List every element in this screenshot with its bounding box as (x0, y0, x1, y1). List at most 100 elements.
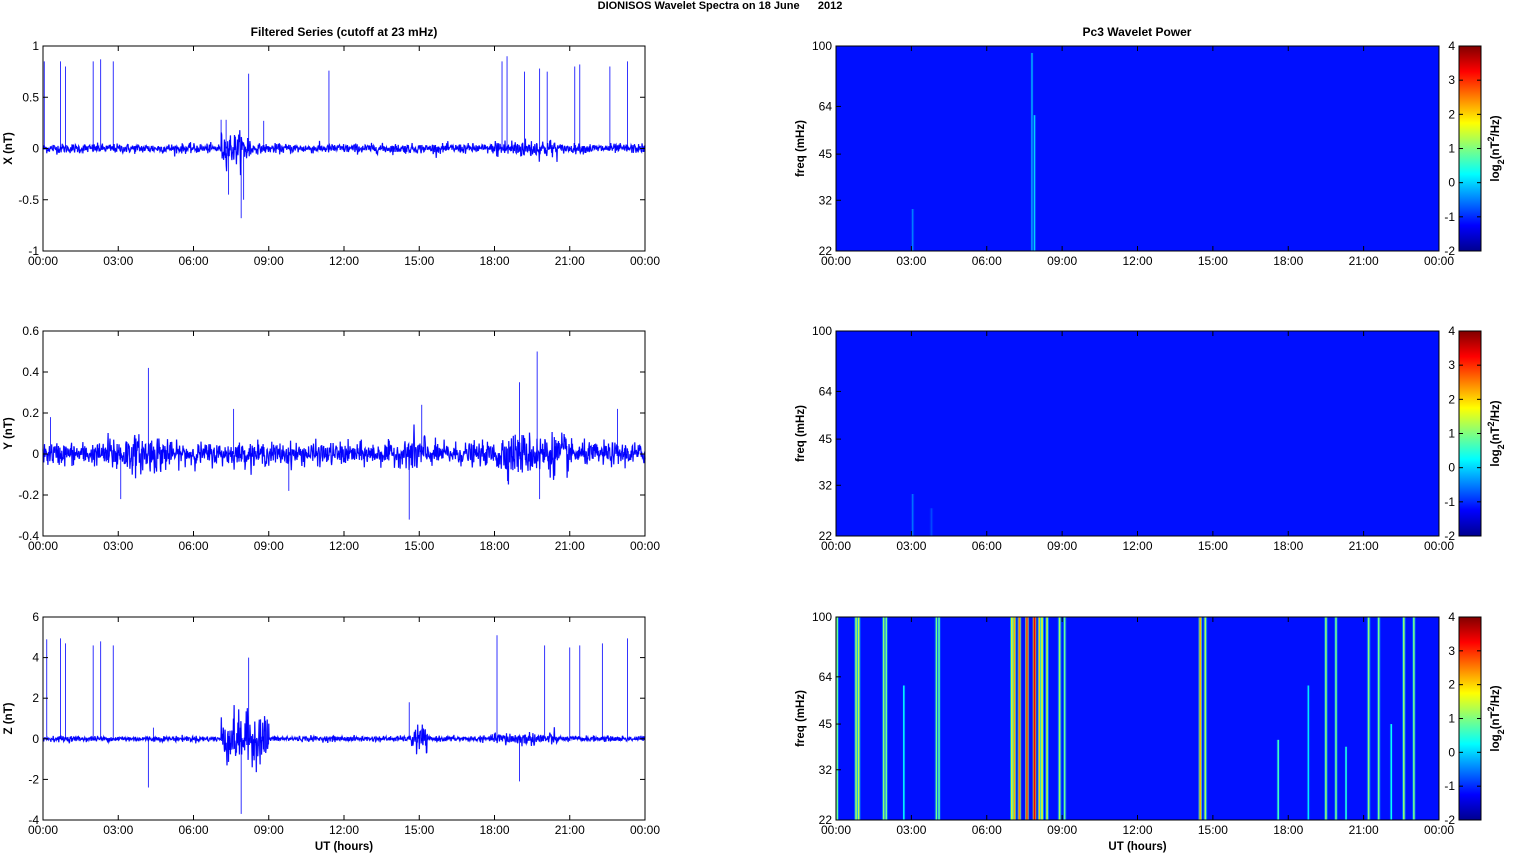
ylabel: X (nT) (3, 132, 15, 165)
plot-area (43, 331, 645, 536)
heatmap-streak (1033, 115, 1036, 251)
line-xlabel: UT (hours) (315, 841, 373, 853)
heatmap-streak (1335, 617, 1337, 820)
ytick-label: 32 (819, 763, 833, 777)
ytick-label: 2 (32, 691, 39, 705)
ytick-label: 100 (812, 39, 832, 53)
colorbar-tick-label: 2 (1448, 678, 1455, 692)
heatmap-streak (1033, 617, 1036, 820)
heatmap-background (836, 46, 1439, 251)
line-xtick-label: 12:00 (329, 539, 359, 553)
heatmap-streak (1367, 617, 1370, 820)
ylabel: freq (mHz) (795, 690, 807, 747)
ytick-label: 100 (812, 610, 832, 624)
heatmap-streak (1013, 617, 1016, 820)
colorbar: 4 3 2 1 0 -1 -2 log2(nT2/Hz) (1444, 324, 1506, 543)
colorbar: 4 3 2 1 0 -1 -2 log2(nT2/Hz) (1444, 610, 1506, 827)
heatmap-streak (1018, 617, 1021, 820)
ytick-label: 64 (819, 670, 833, 684)
line-xtick-label: 12:00 (329, 254, 359, 268)
heat-xtick-label: 21:00 (1349, 254, 1379, 268)
ytick-label: 0.4 (22, 365, 39, 379)
heatmap-streak (1199, 617, 1202, 820)
heat-xtick-label: 18:00 (1273, 539, 1303, 553)
heatmap-streak (882, 617, 885, 820)
heatmap-streak (1345, 746, 1347, 820)
colorbar-tick-label: 1 (1448, 427, 1455, 441)
line-xtick-label: 06:00 (178, 539, 208, 553)
ytick-label: 45 (819, 432, 833, 446)
ytick-label: 32 (819, 193, 833, 207)
heat-xtick-label: 15:00 (1198, 254, 1228, 268)
heatmap-streak (1413, 617, 1415, 820)
heat-xtick-label: 12:00 (1122, 823, 1152, 837)
heat-xtick-label: 12:00 (1122, 539, 1152, 553)
heatmap-streak (1307, 685, 1310, 820)
colorbar-tick-label: -1 (1444, 495, 1455, 509)
heat-xtick-label: 00:00 (821, 254, 851, 268)
colorbar-tick-label: -2 (1444, 529, 1455, 543)
ytick-label: 0.6 (22, 324, 39, 338)
ylabel: Z (nT) (3, 702, 15, 734)
heat-xtick-label: 09:00 (1047, 539, 1077, 553)
ytick-label: 0 (32, 732, 39, 746)
line-xtick-label: 12:00 (329, 823, 359, 837)
line-xtick-label: 15:00 (404, 539, 434, 553)
heat-xtick-label: 18:00 (1273, 823, 1303, 837)
heat-xtick-label: 15:00 (1198, 823, 1228, 837)
line-xtick-label: 06:00 (178, 823, 208, 837)
heatmap-streak (1325, 617, 1327, 820)
heatmap-streak (1277, 739, 1279, 820)
heatmap-streak (1403, 617, 1405, 820)
line-xtick-label: 15:00 (404, 254, 434, 268)
colorbar-tick-label: 0 (1448, 745, 1455, 759)
ytick-label: -0.4 (18, 529, 39, 543)
line-xtick-label: 21:00 (555, 823, 585, 837)
heatmap-streak (885, 617, 888, 820)
plot-area (43, 617, 645, 820)
ytick-label: 4 (32, 651, 39, 665)
colorbar-tick-label: 0 (1448, 461, 1455, 475)
line-xtick-label: 03:00 (103, 823, 133, 837)
heatmap-streak (857, 617, 860, 820)
line-xtick-label: 18:00 (479, 539, 509, 553)
ytick-label: 0 (32, 142, 39, 156)
colorbar-tick-label: 1 (1448, 142, 1455, 156)
heat-xtick-label: 21:00 (1349, 539, 1379, 553)
heatmap-streak (1011, 617, 1013, 820)
line-xtick-label: 21:00 (555, 539, 585, 553)
figure-title: DIONISOS Wavelet Spectra on 18 June 2012 (598, 0, 843, 12)
left-column-title: Filtered Series (cutoff at 23 mHz) (251, 25, 438, 39)
heat-xtick-label: 12:00 (1122, 254, 1152, 268)
colorbar-tick-label: -1 (1444, 779, 1455, 793)
colorbar-tick-label: -2 (1444, 244, 1455, 258)
heat-xtick-label: 00:00 (1424, 823, 1454, 837)
heatmap-streak (1046, 617, 1048, 820)
heatmap-streak (911, 494, 914, 536)
line-xtick-label: 03:00 (103, 254, 133, 268)
colorbar-tick-label: 1 (1448, 712, 1455, 726)
heatmap-streak (1204, 617, 1207, 820)
heat-xtick-label: 00:00 (1424, 254, 1454, 268)
line-xtick-label: 00:00 (28, 823, 58, 837)
line-xtick-label: 06:00 (178, 254, 208, 268)
heatmap-background (836, 331, 1439, 536)
heatmap-streak (1390, 724, 1393, 820)
ytick-label: -2 (28, 772, 39, 786)
heatmap-streak (930, 508, 933, 536)
line-xtick-label: 21:00 (555, 254, 585, 268)
colorbar-tick-label: -2 (1444, 813, 1455, 827)
line-xtick-label: 00:00 (28, 254, 58, 268)
heatmap-streak (938, 617, 940, 820)
ytick-label: 0.2 (22, 406, 39, 420)
ytick-label: 45 (819, 717, 833, 731)
heat-xtick-label: 09:00 (1047, 254, 1077, 268)
line-panel-1: 1 0.5 0 -0.5 -1 X (nT) 00:00 03:00 06:00 09:00 12:… (3, 39, 660, 268)
heatmap-background (836, 617, 1439, 820)
right-column-title: Pc3 Wavelet Power (1083, 25, 1192, 39)
heat-xlabel: UT (hours) (1108, 841, 1166, 853)
heat-xtick-label: 18:00 (1273, 254, 1303, 268)
